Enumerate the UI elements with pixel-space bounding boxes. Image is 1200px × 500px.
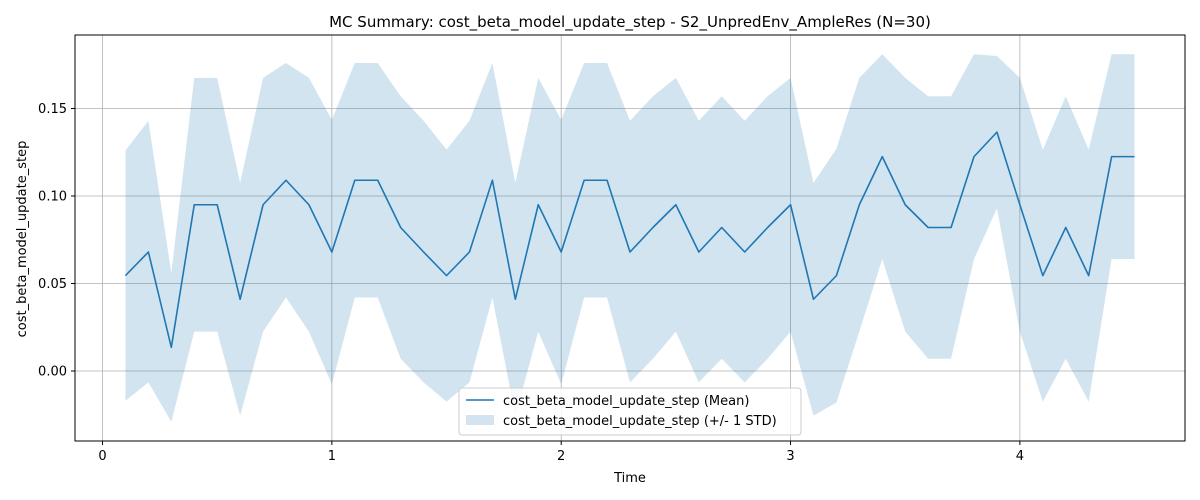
- y-axis: 0.00 0.05 0.10 0.15: [38, 102, 75, 380]
- legend-mean-label: cost_beta_model_update_step (Mean): [503, 394, 749, 409]
- x-tick-label: 2: [557, 449, 565, 464]
- y-tick-label: 0.05: [38, 277, 67, 292]
- y-axis-label: cost_beta_model_update_step: [15, 141, 30, 338]
- plot-frame: [74, 34, 1186, 442]
- legend: cost_beta_model_update_step (Mean) cost_…: [458, 387, 802, 436]
- grid-lines: [75, 35, 1185, 441]
- x-axis-label: Time: [613, 471, 646, 486]
- x-tick-label: 0: [98, 449, 106, 464]
- x-axis: 0 1 2 3 4: [98, 441, 1024, 464]
- std-band: [125, 54, 1135, 422]
- legend-band-label: cost_beta_model_update_step (+/- 1 STD): [503, 414, 777, 429]
- y-tick-label: 0.15: [38, 102, 67, 117]
- x-tick-label: 3: [786, 449, 794, 464]
- y-tick-label: 0.00: [38, 365, 67, 380]
- y-tick-label: 0.10: [38, 190, 67, 205]
- chart-title: MC Summary: cost_beta_model_update_step …: [329, 13, 931, 32]
- mean-line: [124, 131, 1135, 349]
- x-tick-label: 1: [328, 449, 336, 464]
- x-tick-label: 4: [1016, 449, 1024, 464]
- legend-box: [458, 387, 802, 436]
- mean-line-layer: [124, 131, 1135, 349]
- legend-band-swatch: [466, 415, 494, 425]
- std-band-layer: [125, 54, 1135, 422]
